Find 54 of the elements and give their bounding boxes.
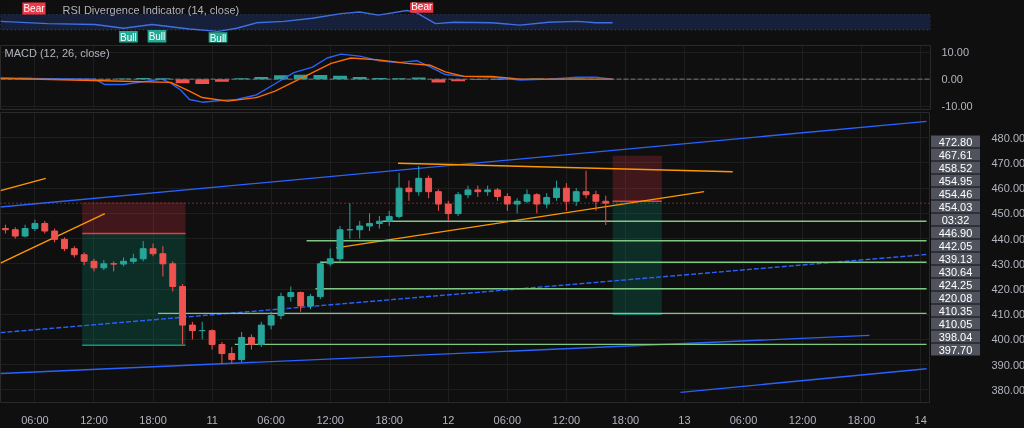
text: 454.46	[938, 187, 973, 200]
chart-title: RSI Divergence Indicator (14, close)	[62, 3, 240, 16]
annotation: Bear	[411, 0, 433, 12]
y-tick-label: 420.00	[991, 283, 1024, 296]
text: 467.61	[938, 148, 973, 161]
y-tick-label: 460.00	[991, 182, 1024, 195]
x-tick-label: 18:00	[847, 413, 876, 426]
text: 458.52	[938, 161, 973, 174]
text: 439.13	[938, 252, 973, 265]
y-tick-label: -10.00	[941, 100, 973, 113]
y-tick-label: 10.00	[941, 46, 970, 59]
text: 410.35	[938, 304, 973, 317]
y-tick-label: 440.00	[991, 232, 1024, 245]
annotation: Bull	[209, 33, 227, 45]
x-tick-label: 18:00	[375, 413, 403, 426]
text: 472.80	[938, 135, 973, 148]
x-tick-label: 18:00	[611, 413, 640, 426]
x-tick-label: 06:00	[257, 413, 285, 426]
text: 430.64	[938, 265, 973, 278]
x-tick-label: 12:00	[788, 413, 817, 426]
y-tick-label: 470.00	[991, 156, 1024, 169]
x-tick-label: 12:00	[316, 413, 344, 426]
chart-title: MACD (12, 26, close)	[4, 46, 110, 59]
y-tick-label: 450.00	[991, 207, 1024, 220]
text: 442.05	[938, 239, 973, 252]
text: 446.90	[938, 226, 973, 239]
text: 454.03	[938, 200, 973, 213]
y-tick-label: 390.00	[991, 358, 1024, 371]
y-tick-label: 0.00	[941, 73, 963, 86]
annotation: Bull	[120, 32, 137, 44]
y-tick-label: 480.00	[991, 131, 1024, 144]
text: 03:32	[941, 213, 970, 226]
x-tick-label: 12:00	[80, 413, 108, 426]
x-tick-label: 11	[206, 413, 218, 426]
y-tick-label: 410.00	[991, 308, 1024, 321]
y-tick-label: 400.00	[991, 333, 1024, 346]
text: 420.08	[938, 291, 973, 304]
x-tick-label: 14	[914, 413, 927, 426]
text: 397.70	[938, 343, 973, 356]
x-tick-label: 18:00	[139, 413, 167, 426]
annotation: Bull	[148, 31, 166, 43]
text: 454.95	[938, 174, 973, 187]
x-tick-label: 06:00	[729, 413, 758, 426]
text: 410.05	[938, 317, 973, 330]
x-tick-label: 06:00	[21, 413, 49, 426]
y-tick-label: 380.00	[991, 383, 1024, 396]
y-tick-label: 430.00	[991, 257, 1024, 270]
x-tick-label: 12:00	[552, 413, 581, 426]
x-tick-label: 13	[678, 413, 691, 426]
annotation: Bear	[23, 2, 46, 14]
x-tick-label: 12	[442, 413, 455, 426]
text: 424.25	[938, 278, 973, 291]
x-tick-label: 06:00	[493, 413, 522, 426]
text: 398.04	[938, 330, 973, 343]
